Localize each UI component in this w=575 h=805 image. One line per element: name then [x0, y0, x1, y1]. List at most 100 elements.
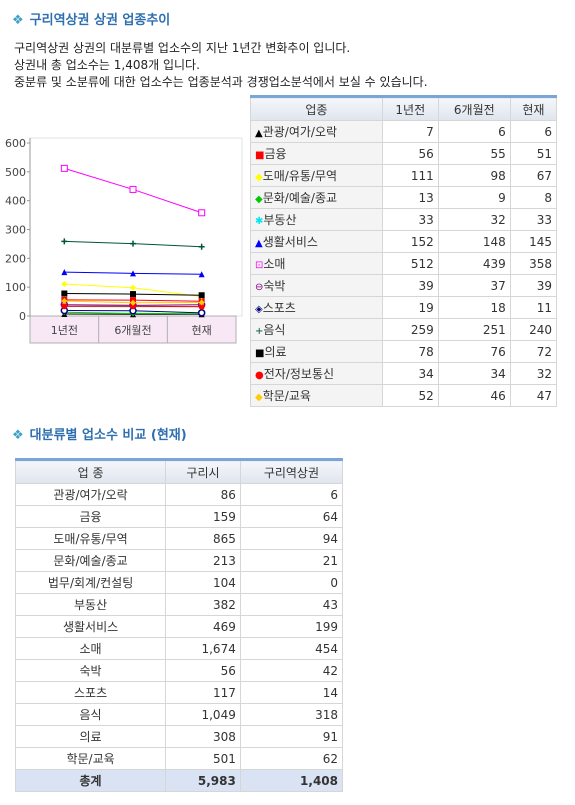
- value-cell: 33: [509, 208, 558, 231]
- value-cell: 439: [437, 252, 511, 275]
- value-cell: 67: [509, 164, 558, 187]
- y-tick-label: 0: [19, 310, 26, 323]
- value-cell: 11: [509, 296, 558, 319]
- value-cell: 7: [381, 120, 439, 143]
- value-cell: 86: [165, 483, 241, 506]
- title-text: 구리역상권 상권 업종추이: [29, 13, 171, 28]
- legend-marker: ◆: [255, 194, 263, 205]
- value-cell: 251: [437, 318, 511, 341]
- value-cell: 46: [437, 384, 511, 407]
- row: ▲관광/여가/오락 7 6 6: [250, 120, 558, 143]
- header-cell: 1년전: [381, 96, 439, 121]
- legend-name: 소매: [263, 257, 286, 271]
- legend-name: 의료: [264, 345, 287, 359]
- header-cell: 현재: [509, 96, 558, 121]
- y-tick-label: 300: [5, 224, 26, 237]
- value-cell: 39: [509, 274, 558, 297]
- name-cell: ⊖숙박: [250, 274, 383, 297]
- row: ▲생활서비스 152 148 145: [250, 230, 558, 253]
- value-cell: 1,674: [165, 637, 241, 660]
- marker: [130, 291, 136, 298]
- value-cell: 21: [239, 549, 344, 572]
- value-cell: 32: [437, 208, 511, 231]
- compare-table: 업 종 구리시 구리역상권 관광/여가/오락 86 6 금융 159 64 도매/유통/무역 865…: [14, 458, 344, 792]
- value-cell: 6: [437, 120, 511, 143]
- row: ⊖숙박 39 37 39: [250, 274, 558, 297]
- legend-name: 금융: [264, 147, 287, 161]
- value-cell: 0: [239, 571, 344, 594]
- value-cell: 454: [239, 637, 344, 660]
- value-cell: 64: [239, 505, 344, 528]
- value-cell: 13: [381, 186, 439, 209]
- section-title: ❖ 대분류별 업소수 비교 (현재): [12, 428, 187, 443]
- row: 금융 159 64: [14, 505, 344, 528]
- marker: [61, 290, 68, 297]
- row: ◆학문/교육 52 46 47: [250, 384, 558, 407]
- value-cell: 199: [239, 615, 344, 638]
- marker: [61, 280, 68, 287]
- marker: [130, 303, 136, 310]
- row: +음식 259 251 240: [250, 318, 558, 341]
- name-cell: ■금융: [250, 142, 383, 165]
- desc-line: 상권내 총 업소수는 1,408개 입니다.: [14, 58, 200, 72]
- name-cell: ◆문화/예술/종교: [250, 186, 383, 209]
- legend-name: 관광/여가/오락: [262, 125, 338, 139]
- value-cell: 52: [381, 384, 439, 407]
- marker: [198, 303, 205, 310]
- legend-name: 음식: [263, 323, 286, 337]
- row: 법무/회계/컨설팅 104 0: [14, 571, 344, 594]
- y-tick-label: 500: [5, 166, 26, 179]
- value-cell: 240: [509, 318, 558, 341]
- total-row: 총계 5,983 1,408: [14, 769, 344, 792]
- header-cell: 구리시: [165, 459, 241, 484]
- name-cell: 문화/예술/종교: [14, 549, 167, 572]
- value-cell: 6: [509, 120, 558, 143]
- legend-name: 전자/정보통신: [263, 367, 335, 381]
- legend-table: 업종 1년전 6개월전 현재 ▲관광/여가/오락 7 6 6 ■금융 56 55 51 ◆도매/유통/무…: [250, 95, 558, 407]
- value-cell: 62: [239, 747, 344, 770]
- marker: [60, 164, 68, 172]
- legend-name: 스포츠: [262, 301, 296, 315]
- value-cell: 37: [437, 274, 511, 297]
- legend-name: 학문/교육: [262, 389, 311, 403]
- value-cell: 5,983: [165, 769, 241, 792]
- value-cell: 32: [509, 362, 558, 385]
- marker: [198, 243, 205, 250]
- description: 구리역상권 상권의 대분류별 업소수의 지난 1년간 변화추이 입니다. 상권내…: [14, 40, 428, 91]
- row: 숙박 56 42: [14, 659, 344, 682]
- name-cell: ⊡소매: [250, 252, 383, 275]
- marker: [197, 309, 206, 317]
- name-cell: 총계: [14, 769, 167, 792]
- value-cell: 72: [509, 340, 558, 363]
- legend-marker: ◈: [255, 304, 263, 315]
- x-tick-label: 1년전: [51, 324, 78, 337]
- y-tick-label: 400: [5, 195, 26, 208]
- category-band: [29, 315, 237, 344]
- row: ◆도매/유통/무역 111 98 67: [250, 164, 558, 187]
- legend-marker: ◆: [255, 172, 263, 183]
- legend-marker: +: [255, 326, 264, 337]
- value-cell: 1,049: [165, 703, 241, 726]
- name-cell: ✱부동산: [250, 208, 383, 231]
- name-cell: ■의료: [250, 340, 383, 363]
- row: ■의료 78 76 72: [250, 340, 558, 363]
- legend-name: 숙박: [263, 279, 286, 293]
- name-cell: 도매/유통/무역: [14, 527, 167, 550]
- value-cell: 318: [239, 703, 344, 726]
- x-tick-label: 6개월전: [114, 324, 151, 337]
- value-cell: 78: [381, 340, 439, 363]
- value-cell: 76: [437, 340, 511, 363]
- legend-marker: ⊖: [255, 282, 264, 293]
- name-cell: 소매: [14, 637, 167, 660]
- marker: [198, 209, 206, 217]
- name-cell: ◆학문/교육: [250, 384, 383, 407]
- marker: [198, 271, 205, 278]
- marker: [130, 299, 136, 306]
- legend-marker: ■: [255, 150, 265, 161]
- name-cell: ●전자/정보통신: [250, 362, 383, 385]
- y-tick-label: 200: [5, 252, 26, 265]
- marker: [198, 299, 205, 306]
- name-cell: 스포츠: [14, 681, 167, 704]
- row: 관광/여가/오락 86 6: [14, 483, 344, 506]
